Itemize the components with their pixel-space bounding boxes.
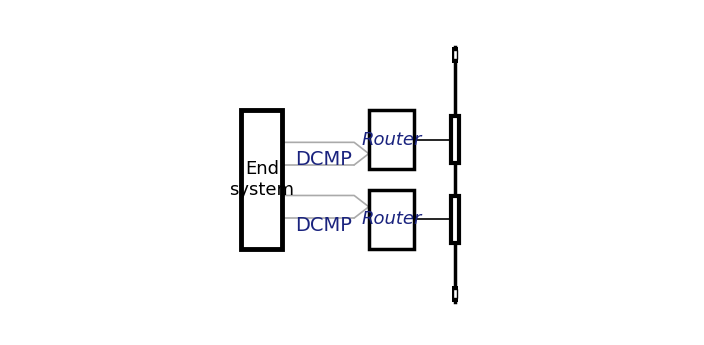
- Text: End
system: End system: [230, 160, 294, 199]
- Bar: [369, 190, 414, 249]
- Text: DCMP: DCMP: [295, 216, 352, 235]
- Bar: [451, 117, 459, 163]
- Bar: [452, 47, 458, 63]
- Bar: [451, 196, 459, 243]
- Bar: [241, 110, 282, 249]
- Bar: [453, 50, 457, 59]
- Text: Router: Router: [361, 210, 422, 228]
- Text: DCMP: DCMP: [295, 150, 352, 169]
- Bar: [452, 286, 458, 302]
- Text: Router: Router: [361, 131, 422, 149]
- Bar: [369, 110, 414, 169]
- Bar: [453, 289, 457, 298]
